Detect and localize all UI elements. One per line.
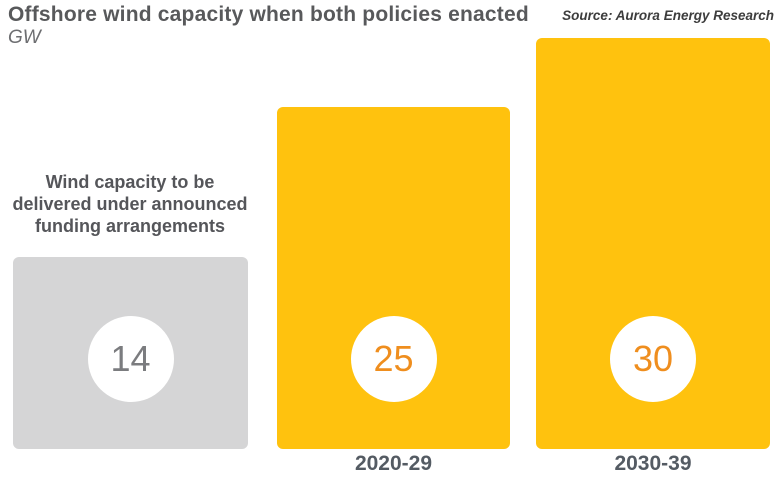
chart-title: Offshore wind capacity when both policie… bbox=[8, 3, 529, 26]
gray-bar-annotation: Wind capacity to be delivered under anno… bbox=[12, 172, 248, 236]
source-label: Source: Aurora Energy Research bbox=[562, 8, 774, 23]
x-tick-label-2020-29: 2020-29 bbox=[354, 452, 433, 475]
value-circle-2020-29: 25 bbox=[350, 316, 437, 402]
value-label-2020-29: 25 bbox=[373, 338, 414, 379]
x-tick-label-2030-39: 2030-39 bbox=[614, 452, 692, 475]
value-label-announced-funding: 14 bbox=[110, 338, 151, 379]
value-circle-2030-39: 30 bbox=[610, 316, 696, 402]
value-label-2030-39: 30 bbox=[632, 338, 674, 379]
value-circle-announced-funding: 14 bbox=[87, 316, 174, 402]
y-axis-unit-label: GW bbox=[8, 27, 41, 48]
